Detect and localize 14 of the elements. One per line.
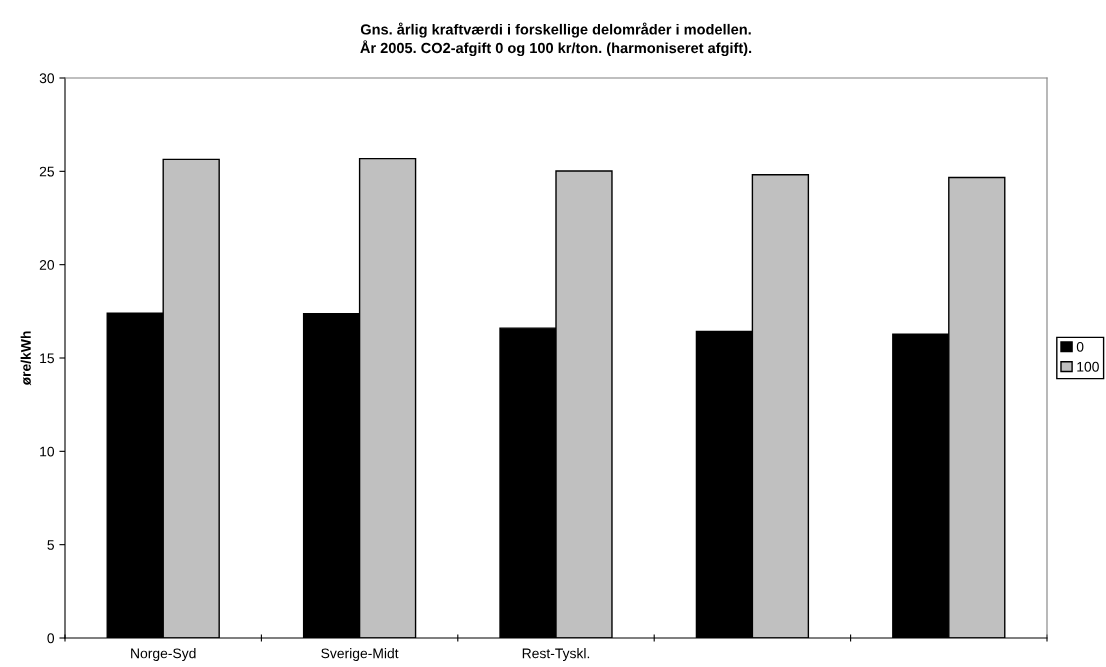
x-tick-label: Sverige-Midt [321,648,399,662]
x-tick-label: Norge-Syd [131,648,196,662]
y-tick-label: 5 [47,540,54,550]
y-tick-label: 30 [39,73,55,84]
y-tick-label: 25 [39,166,54,177]
y-tick-label: 20 [39,260,55,270]
y-tick-label: 15 [40,353,54,364]
y-tick-label: 0 [47,633,55,644]
y-tick-label: 10 [40,446,55,457]
legend-label: 100 [1077,361,1099,372]
x-tick-label: Rest-Tyskl. [522,648,590,662]
y-axis-title: øre/kWh [20,331,32,386]
chart-title: Gns. årlig kraftværdi i forskellige delområder i modellen. År 2005. CO2-afgift 0 og 100 kr/ton. (harmoniseret afgift). [360,22,752,57]
legend-label: 0 [1076,341,1084,352]
